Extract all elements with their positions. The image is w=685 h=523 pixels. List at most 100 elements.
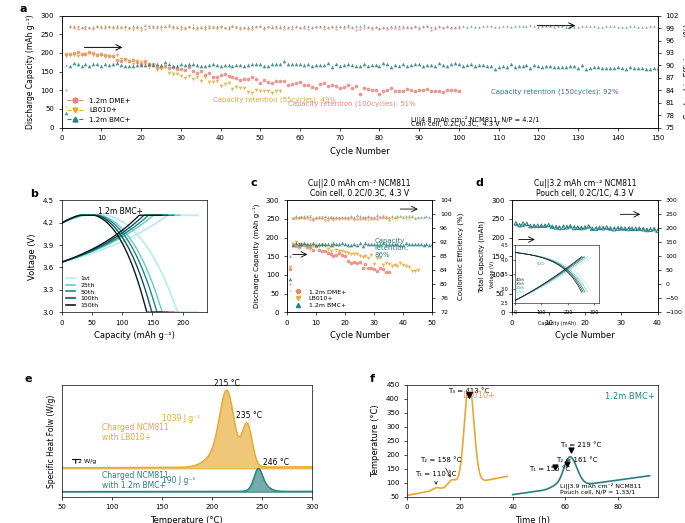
Point [251,75,262,83]
Point [357,214,368,223]
Point [366,240,377,248]
Point [398,22,409,30]
Point [445,60,456,69]
Point [104,24,115,32]
Point [203,69,214,77]
Point [187,60,198,69]
Point [403,263,414,271]
Point [124,57,135,65]
Point [482,22,493,30]
Point [303,25,314,33]
Point [382,86,393,94]
Point [371,215,382,223]
Point [358,83,369,92]
Point [529,21,540,30]
Point [406,267,417,275]
Point [510,220,521,228]
Point [167,22,178,31]
Point [314,61,325,70]
Point [357,253,368,262]
Point [584,63,595,72]
Point [104,52,115,60]
Point [389,215,400,223]
Point [303,60,314,69]
Point [255,21,266,30]
Point [537,63,548,72]
Point [369,212,379,221]
Point [374,25,385,33]
Point [402,22,413,31]
Point [604,22,615,30]
Point [641,224,652,233]
Point [271,60,282,69]
Point [392,262,403,270]
Point [351,215,362,223]
Point [88,51,99,59]
Point [303,22,314,30]
Point [127,24,138,32]
Point [247,22,258,30]
Point [533,62,544,71]
Point [632,22,643,31]
Point [338,83,349,91]
Point [64,50,75,59]
Point [616,22,627,31]
Point [477,60,488,69]
Point [293,214,304,223]
Point [449,24,460,32]
Point [449,86,460,95]
Point [427,213,438,222]
Point [72,48,83,56]
Point [445,23,456,31]
Point [227,85,238,94]
Point [167,62,178,70]
Point [605,224,616,233]
Y-axis label: Voltage (V): Voltage (V) [28,233,37,279]
Point [127,60,138,68]
Point [124,25,135,33]
Point [295,78,306,86]
Point [536,222,547,230]
Point [302,213,313,221]
Point [395,241,406,249]
Point [410,213,421,222]
Point [325,246,336,255]
Point [415,240,426,248]
Point [587,223,598,232]
Point [187,21,198,29]
Point [630,225,641,233]
Point [342,213,353,221]
Point [557,63,568,71]
Point [323,82,334,90]
Point [412,214,423,222]
Point [371,254,382,262]
Point [132,61,142,69]
Point [160,23,171,31]
Point [337,214,348,223]
Point [378,24,389,32]
Point [203,78,214,86]
Point [386,212,397,220]
Point [124,62,135,70]
Point [425,26,436,35]
Text: 215 °C: 215 °C [214,379,240,388]
Point [362,61,373,70]
Point [116,61,127,70]
Point [255,60,266,68]
Point [306,83,317,91]
Y-axis label: Total Capacity (mAh): Total Capacity (mAh) [479,220,486,292]
Point [350,26,361,34]
Point [80,22,91,30]
Point [377,212,388,220]
Point [402,85,413,93]
Point [513,62,524,71]
Point [377,214,388,222]
Point [290,213,301,222]
Point [68,51,79,60]
Point [60,103,71,111]
Point [215,22,226,30]
Point [434,87,445,95]
Point [191,61,202,69]
Point [323,22,334,31]
Point [375,213,386,221]
